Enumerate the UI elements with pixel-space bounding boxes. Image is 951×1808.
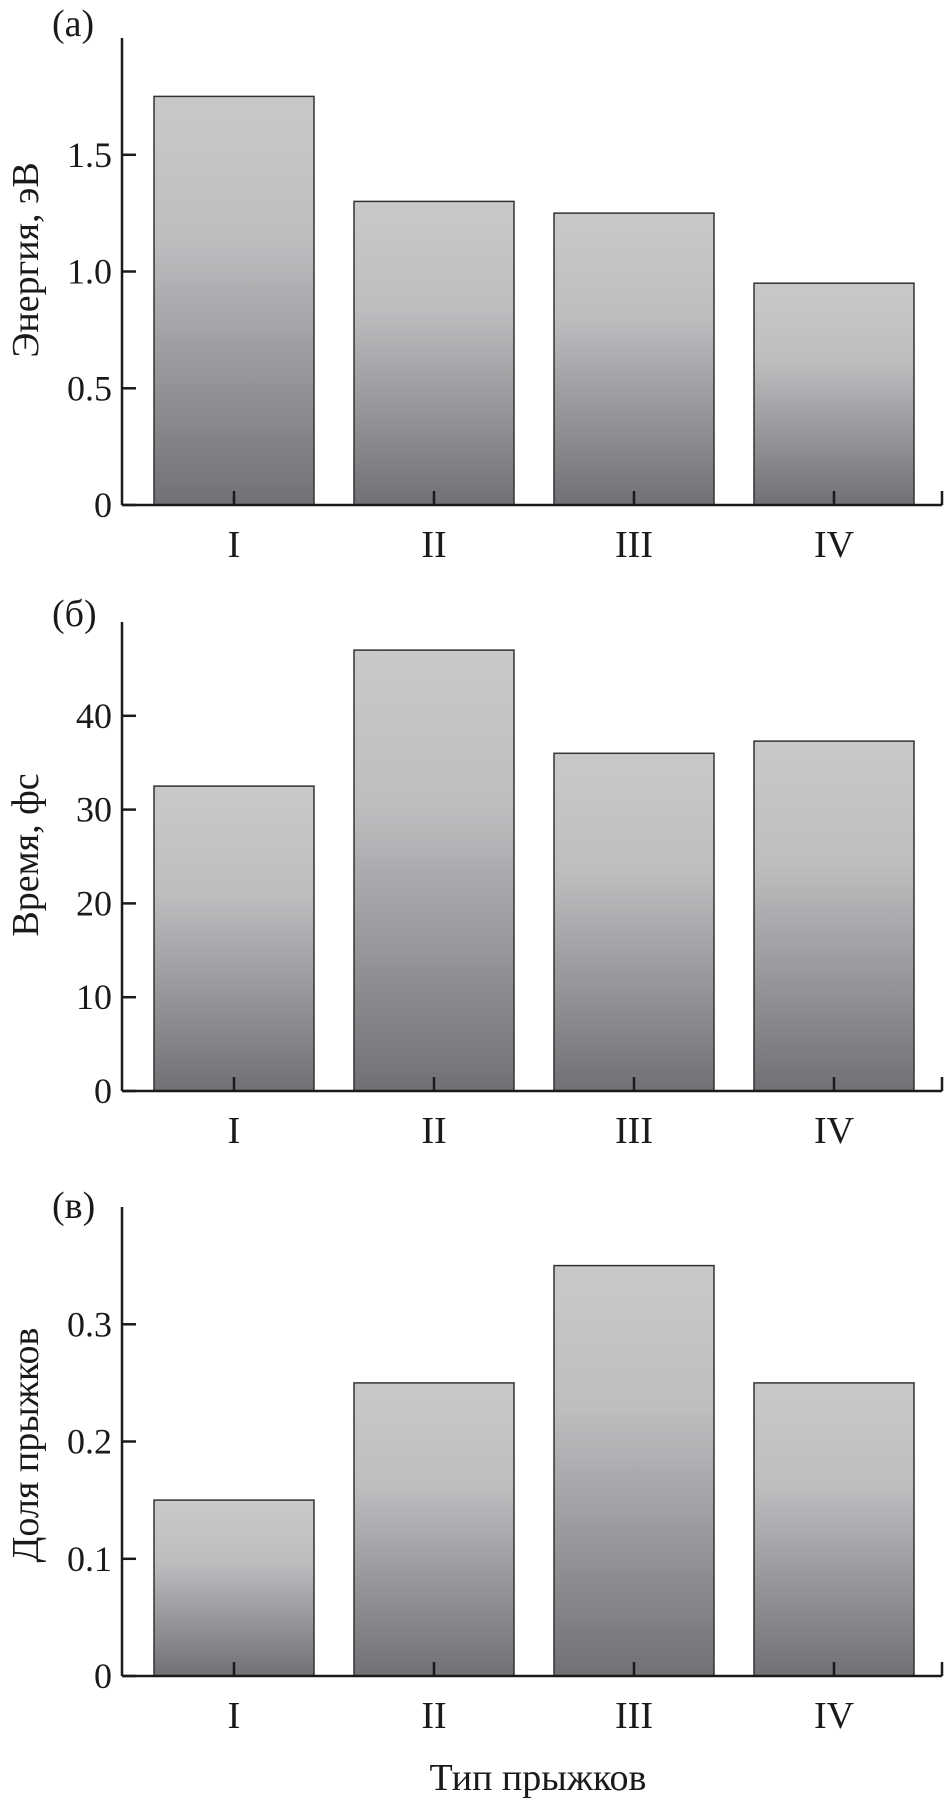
bar-a-iii	[553, 212, 715, 506]
y-tick-label-c-1: 0.1	[67, 1539, 112, 1579]
x-tick-label-c-3: III	[615, 1695, 653, 1737]
x-tick-label-b-4: IV	[814, 1110, 855, 1152]
y-tick-label-b-0: 0	[94, 1071, 112, 1111]
y-axis-title-a: Энергия, эВ	[5, 162, 47, 357]
bar-c-iv	[753, 1382, 915, 1677]
bar-c-i	[153, 1499, 315, 1677]
y-tick-label-b-4: 40	[76, 696, 112, 736]
x-tick-label-c-2: II	[421, 1695, 446, 1737]
panel-label-c: (в)	[52, 1185, 95, 1227]
x-axis-title: Тип прыжков	[429, 1757, 646, 1799]
x-tick-label-a-1: I	[228, 524, 241, 566]
x-tick-label-a-3: III	[615, 524, 653, 566]
y-axis-title-b: Время, фс	[5, 773, 47, 936]
x-tick-label-b-2: II	[421, 1110, 446, 1152]
x-tick-label-b-1: I	[228, 1110, 241, 1152]
panel-label-a: (а)	[52, 3, 94, 45]
y-tick-label-c-2: 0.2	[67, 1422, 112, 1462]
x-tick-label-c-4: IV	[814, 1695, 855, 1737]
bar-c-ii	[353, 1382, 515, 1677]
bar-a-i	[153, 95, 315, 506]
y-tick-label-b-1: 10	[76, 977, 112, 1017]
y-tick-label-b-2: 20	[76, 883, 112, 923]
bar-b-iii	[553, 752, 715, 1092]
y-tick-label-a-2: 1.0	[67, 252, 112, 292]
bar-b-i	[153, 785, 315, 1092]
bar-b-iv	[753, 740, 915, 1092]
y-tick-label-b-3: 30	[76, 790, 112, 830]
panel-label-b: (б)	[52, 593, 97, 635]
y-tick-label-a-3: 1.5	[67, 135, 112, 175]
x-tick-label-a-4: IV	[814, 524, 855, 566]
x-tick-label-a-2: II	[421, 524, 446, 566]
y-tick-label-a-0: 0	[94, 485, 112, 525]
y-tick-label-a-1: 0.5	[67, 368, 112, 408]
x-tick-label-b-3: III	[615, 1110, 653, 1152]
y-tick-label-c-3: 0.3	[67, 1304, 112, 1344]
bar-c-iii	[553, 1264, 715, 1677]
x-tick-label-c-1: I	[228, 1695, 241, 1737]
y-axis-title-c: Доля прыжков	[5, 1328, 47, 1563]
bar-a-iv	[753, 282, 915, 506]
bar-a-ii	[353, 200, 515, 506]
bar-b-ii	[353, 649, 515, 1092]
y-tick-label-c-0: 0	[94, 1656, 112, 1696]
